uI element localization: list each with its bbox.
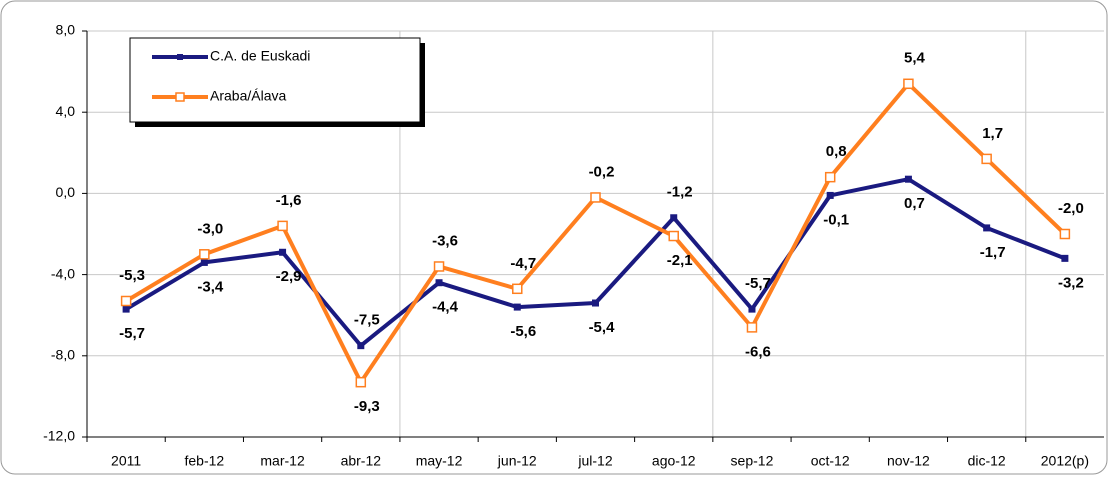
x-tick-label: may-12	[416, 453, 463, 469]
point-marker	[122, 305, 130, 313]
point-marker	[355, 376, 367, 388]
point-marker	[668, 230, 679, 242]
data-label: -0,1	[823, 211, 849, 228]
data-label: -2,0	[1058, 200, 1084, 217]
data-label: -3,2	[1058, 274, 1084, 291]
point-marker	[981, 153, 992, 165]
x-tick-label: dic-12	[968, 453, 1006, 469]
point-marker	[670, 214, 678, 222]
y-tick-label: 8,0	[56, 22, 76, 38]
data-label: -5,4	[589, 319, 616, 336]
data-label: -5,7	[745, 275, 771, 292]
x-tick-label: oct-12	[811, 453, 850, 469]
point-marker	[1061, 254, 1069, 262]
data-label: -5,7	[119, 325, 145, 342]
point-marker	[512, 283, 523, 295]
legend-label: C.A. de Euskadi	[210, 48, 310, 64]
legend-label: Araba/Álava	[210, 88, 286, 104]
x-tick-label: nov-12	[887, 453, 930, 469]
point-marker	[120, 295, 132, 307]
y-tick-label: 0,0	[56, 184, 76, 200]
data-label: 5,4	[904, 50, 926, 67]
data-label: -3,0	[197, 220, 223, 237]
x-tick-label: 2011	[111, 453, 141, 469]
data-label: -2,9	[276, 268, 302, 285]
x-tick-label: mar-12	[260, 453, 305, 469]
y-tick-label: -12,0	[43, 428, 75, 444]
y-tick-label: -4,0	[51, 265, 75, 281]
point-marker	[748, 305, 756, 313]
legend-box	[129, 37, 421, 123]
point-marker	[357, 342, 365, 350]
data-label: -1,7	[980, 244, 1006, 261]
point-marker	[826, 191, 834, 199]
x-tick-label: sep-12	[731, 453, 774, 469]
point-marker	[513, 303, 521, 311]
data-label: -3,6	[432, 232, 458, 249]
x-tick-label: ago-12	[652, 453, 696, 469]
legend: C.A. de Euskadi Araba/Álava	[129, 37, 425, 127]
point-marker	[983, 224, 991, 232]
point-marker	[199, 249, 210, 260]
x-tick-label: 2012(p)	[1041, 453, 1089, 469]
y-tick-label: -8,0	[51, 347, 75, 363]
data-label: 1,7	[982, 125, 1003, 142]
data-label: -6,6	[745, 343, 771, 360]
data-label: -5,6	[510, 323, 536, 340]
point-marker	[903, 78, 914, 90]
x-tick-label: feb-12	[184, 453, 224, 469]
legend-marker	[177, 54, 183, 60]
point-marker	[904, 175, 912, 183]
data-label: -7,5	[354, 312, 380, 329]
point-marker	[590, 192, 601, 203]
data-label: -4,7	[510, 255, 536, 272]
data-label: -0,2	[589, 163, 615, 180]
point-marker	[200, 258, 208, 266]
legend-marker	[175, 92, 185, 102]
point-marker	[746, 322, 758, 333]
x-tick-label: jul-12	[577, 453, 612, 469]
point-marker	[824, 171, 836, 183]
x-tick-label: abr-12	[341, 453, 382, 469]
data-label: 0,7	[904, 195, 925, 212]
data-label: -5,3	[119, 267, 145, 284]
data-label: -1,2	[667, 184, 693, 201]
data-label: -1,6	[276, 192, 302, 209]
point-marker	[279, 248, 287, 256]
data-label: -9,3	[354, 398, 380, 415]
data-label: -2,1	[667, 252, 693, 269]
point-marker	[435, 279, 443, 287]
point-marker	[592, 299, 599, 307]
y-tick-label: 4,0	[56, 103, 76, 119]
data-label: -4,4	[432, 299, 459, 316]
point-marker	[277, 220, 288, 232]
x-tick-label: jun-12	[497, 453, 537, 469]
data-label: -3,4	[197, 278, 224, 295]
point-marker	[1059, 228, 1071, 240]
data-label: 0,8	[826, 143, 847, 160]
point-marker	[433, 261, 445, 272]
